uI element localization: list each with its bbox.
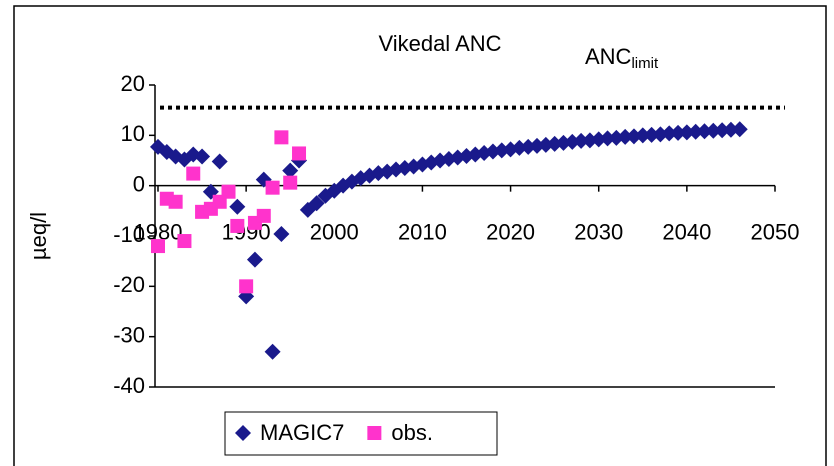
y-tick-label: -40: [113, 373, 145, 398]
y-tick-label: 20: [121, 71, 145, 96]
annotation: ANClimit: [585, 44, 659, 72]
data-point: [670, 124, 687, 141]
data-point: [282, 162, 299, 179]
data-point: [652, 126, 669, 143]
y-tick-label: 0: [133, 171, 145, 196]
x-tick-label: 2010: [398, 219, 447, 244]
data-point: [714, 122, 731, 139]
data-point: [256, 208, 271, 223]
x-tick-label: 2020: [486, 219, 535, 244]
data-point: [239, 279, 254, 294]
data-point: [229, 198, 246, 215]
data-point: [292, 146, 307, 161]
data-point: [661, 125, 678, 142]
data-point: [265, 180, 280, 195]
data-point: [687, 123, 704, 140]
data-point: [643, 126, 660, 143]
data-point: [273, 225, 290, 242]
data-point: [177, 234, 192, 249]
data-point: [274, 130, 289, 145]
legend: [224, 411, 498, 456]
data-point: [211, 153, 228, 170]
legend-label: obs.: [391, 420, 433, 445]
data-point: [308, 195, 325, 212]
data-point: [731, 121, 748, 138]
annotation-subscript: limit: [631, 55, 658, 72]
data-point: [705, 122, 722, 139]
y-tick-label: -10: [113, 222, 145, 247]
data-point: [230, 218, 245, 233]
data-point: [678, 124, 695, 141]
data-point: [573, 132, 590, 149]
data-point: [722, 121, 739, 138]
y-tick-label: 10: [121, 121, 145, 146]
data-point: [168, 194, 183, 209]
legend-marker: [367, 426, 382, 440]
data-point: [617, 128, 634, 145]
data-point: [696, 123, 713, 140]
x-tick-label: 2050: [751, 219, 800, 244]
chart-title: Vikedal ANC: [378, 31, 501, 56]
legend-marker: [235, 425, 251, 441]
x-tick-label: 1990: [222, 219, 271, 244]
data-point: [264, 343, 281, 360]
data-point: [221, 184, 236, 199]
data-point: [186, 166, 201, 181]
data-point: [246, 251, 263, 268]
data-point: [283, 175, 298, 190]
data-point: [599, 130, 616, 147]
annotation-text: ANC: [585, 44, 632, 69]
y-tick-label: -30: [113, 322, 145, 347]
y-tick-label: -20: [113, 272, 145, 297]
data-point: [151, 239, 165, 254]
data-point: [634, 127, 651, 144]
legend-label: MAGIC7: [260, 420, 344, 445]
x-tick-label: 2030: [574, 219, 623, 244]
x-tick-label: 2000: [310, 219, 359, 244]
x-tick-label: 2040: [662, 219, 711, 244]
y-axis-label: µeq/l: [26, 212, 51, 260]
data-point: [194, 148, 211, 165]
